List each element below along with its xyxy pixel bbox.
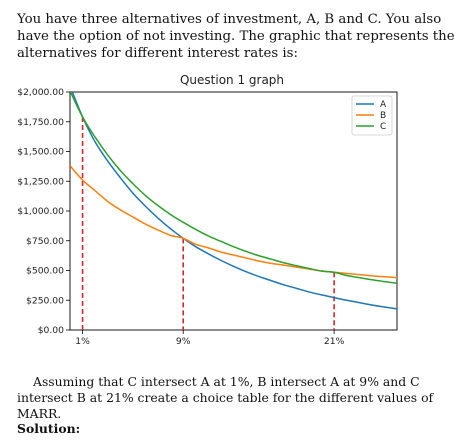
y-tick-label: $1,250.00 (17, 176, 64, 187)
y-tick-label: $750.00 (26, 236, 64, 247)
plot-frame (69, 91, 398, 331)
question-chart: Question 1 graph $0.00 $250.00 $500.00 $750… (17, 73, 398, 347)
x-tick-label: 21% (324, 336, 345, 347)
y-tick-label: $250.00 (26, 295, 64, 306)
legend-label-c: C (380, 122, 386, 132)
y-tick-label: $2,000.00 (17, 87, 64, 98)
intro-text: You have three alternatives of investmen… (17, 12, 455, 61)
x-tick-label: 9% (176, 336, 191, 347)
y-tick-label: $1,500.00 (17, 147, 64, 158)
y-tick-label: $500.00 (26, 266, 64, 277)
solution-label: Solution: (17, 421, 81, 436)
y-tick-label: $1,750.00 (17, 117, 64, 128)
y-tick-label: $1,000.00 (17, 206, 64, 217)
series-line-a (71, 92, 397, 310)
legend-label-b: B (380, 111, 386, 121)
series-line-c (70, 92, 397, 284)
x-tick-label: 1% (75, 336, 90, 347)
plot-area: $0.00 $250.00 $500.00 $750.00 $1,000.00 $1,25… (17, 87, 398, 347)
y-tick-label: $0.00 (38, 325, 64, 336)
chart-title: Question 1 graph (180, 73, 284, 87)
legend-label-a: A (380, 100, 387, 110)
question-text: Assuming that C intersect A at 1%, B int… (17, 374, 434, 421)
series-line-b (70, 165, 397, 279)
